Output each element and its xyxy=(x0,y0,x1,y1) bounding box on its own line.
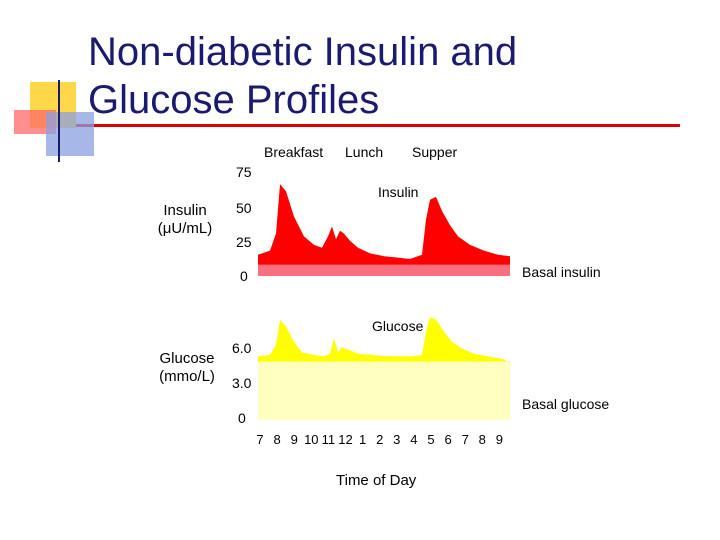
x-tick-label: 10 xyxy=(304,432,318,447)
meal-label-supper: Supper xyxy=(412,144,458,160)
x-tick-label: 7 xyxy=(256,432,263,447)
insulin-panel xyxy=(258,184,510,276)
insulin-tick-75: 75 xyxy=(236,164,252,180)
insulin-tick-50: 50 xyxy=(236,200,252,216)
glucose-series-label: Glucose xyxy=(372,318,424,334)
x-tick-label: 5 xyxy=(427,432,434,447)
insulin-axis-label: Insulin (μU/mL) xyxy=(157,202,213,237)
insulin-series-label: Insulin xyxy=(378,184,419,200)
x-axis-title: Time of Day xyxy=(336,472,417,489)
x-tick-label: 8 xyxy=(479,432,486,447)
insulin-tick-25: 25 xyxy=(236,234,252,250)
glucose-basal-band xyxy=(258,361,510,420)
title-rule xyxy=(60,124,680,127)
x-tick-label: 11 xyxy=(322,432,336,447)
x-tick-label: 9 xyxy=(291,432,298,447)
x-tick-label: 12 xyxy=(338,432,352,447)
glucose-tick-0: 0 xyxy=(238,410,246,426)
insulin-curve xyxy=(258,184,510,265)
x-tick-label: 4 xyxy=(410,432,417,447)
basal-glucose-label: Basal glucose xyxy=(522,396,610,412)
basal-insulin-label: Basal insulin xyxy=(522,264,601,280)
glucose-tick-3: 3.0 xyxy=(232,375,252,391)
glucose-curve xyxy=(258,317,510,363)
meal-label-breakfast: Breakfast xyxy=(264,144,324,160)
meal-label-lunch: Lunch xyxy=(345,144,384,160)
x-tick-label: 7 xyxy=(462,432,469,447)
x-tick-label: 3 xyxy=(393,432,400,447)
glucose-axis-label: Glucose (mmo/L) xyxy=(159,350,215,385)
x-tick-label: 9 xyxy=(496,432,503,447)
deco-vertical-line xyxy=(58,80,60,162)
insulin-tick-0: 0 xyxy=(240,268,248,284)
x-tick-label: 8 xyxy=(273,432,280,447)
x-axis-ticks: 7 8 9 10 11 12 1 2 3 4 5 6 7 8 9 xyxy=(256,432,503,447)
insulin-basal-band xyxy=(258,264,510,276)
glucose-tick-6: 6.0 xyxy=(232,340,252,356)
glucose-panel xyxy=(258,317,510,420)
x-tick-label: 1 xyxy=(359,432,366,447)
x-tick-label: 6 xyxy=(444,432,451,447)
x-tick-label: 2 xyxy=(376,432,383,447)
slide-title: Non-diabetic Insulin and Glucose Profile… xyxy=(88,30,518,122)
deco-square-blue xyxy=(46,112,94,156)
